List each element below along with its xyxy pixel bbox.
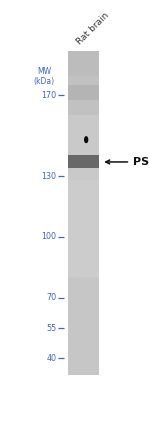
Ellipse shape [85, 137, 88, 142]
Text: MW
(kDa): MW (kDa) [34, 67, 55, 86]
Text: Rat brain: Rat brain [75, 11, 111, 46]
Text: PSD: PSD [133, 157, 150, 167]
Text: 55: 55 [46, 324, 57, 333]
Text: 40: 40 [46, 354, 57, 363]
Text: 100: 100 [42, 232, 57, 241]
Text: 170: 170 [41, 91, 57, 100]
Text: 70: 70 [46, 293, 57, 302]
Text: 130: 130 [42, 172, 57, 181]
